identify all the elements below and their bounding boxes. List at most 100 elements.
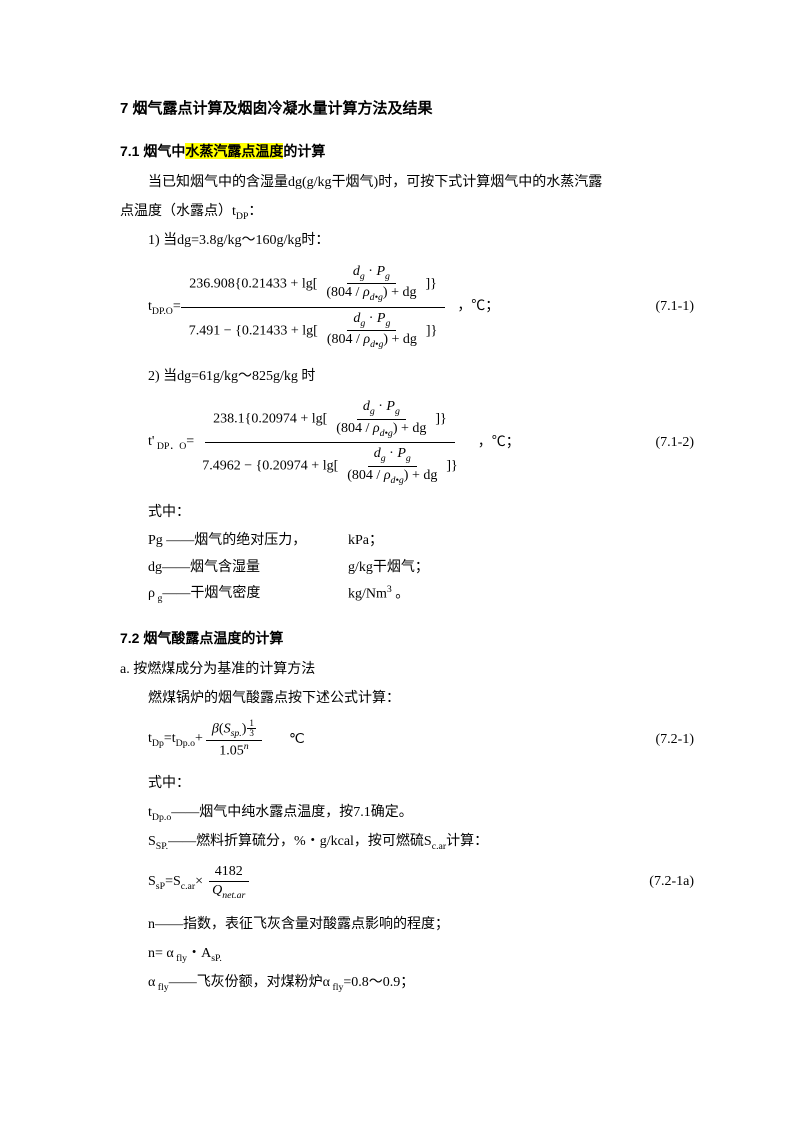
text: ) + dg <box>383 332 417 347</box>
text: ]} <box>426 323 437 338</box>
unit: ℃ <box>265 727 305 754</box>
subscript: Dp <box>152 738 164 749</box>
subscript: g <box>385 318 390 329</box>
lhs: t' DP．O= <box>148 429 194 456</box>
unit: ，℃； <box>466 430 520 457</box>
text: β <box>212 721 219 736</box>
text: P <box>376 264 385 279</box>
equation-body: tDP.O= 236.908{0.21433 + lg[ dg · Pg (80… <box>120 261 445 354</box>
text: ・A <box>187 946 211 961</box>
heading-suffix: 的计算 <box>283 143 325 159</box>
text: kg/Nm <box>348 587 387 602</box>
numerator: 4182 <box>209 863 249 882</box>
text: · <box>365 264 377 279</box>
text: n= α <box>148 946 174 961</box>
text: P <box>386 399 395 414</box>
text: ρ <box>384 468 391 483</box>
subscript: sP <box>156 881 165 892</box>
inner-num: dg · Pg <box>347 310 396 332</box>
subscript: DP．O <box>154 441 186 452</box>
text: 236.908{0.21433 + lg[ <box>189 276 317 291</box>
inner-den: (804 / ρd•g) + dg <box>341 467 443 488</box>
list-item-1: 1) 当dg=3.8g/kg～160g/kg时： <box>120 228 698 255</box>
definition-row: ρ g——干烟气密度 kg/Nm3 。 <box>148 581 698 608</box>
equation-7-2-1a: SsP=Sc.ar× 4182 Qnet.ar (7.2-1a) <box>120 863 698 903</box>
subscript: Dp.o <box>152 812 171 823</box>
inner-den: (804 / ρd•g) + dg <box>330 420 432 441</box>
term: Pg ——烟气的绝对压力， <box>148 528 348 555</box>
text: 238.1{0.20974 + lg[ <box>213 412 327 427</box>
text: (804 / <box>347 468 384 483</box>
inner-num: dg · Pg <box>347 263 396 285</box>
text: S <box>224 721 231 736</box>
equation-number: (7.2-1) <box>656 727 699 754</box>
paragraph: 当已知烟气中的含湿量dg(g/kg干烟气)时，可按下式计算烟气中的水蒸汽露 <box>120 170 698 197</box>
definition-row: Pg ——烟气的绝对压力， kPa； <box>148 528 698 555</box>
subscript: g <box>406 453 411 464</box>
equation-7-1-1: tDP.O= 236.908{0.21433 + lg[ dg · Pg (80… <box>120 261 698 354</box>
fraction: 4182 Qnet.ar <box>206 863 251 903</box>
inner-den: (804 / ρd•g) + dg <box>321 331 423 352</box>
text: =0.8～0.9； <box>343 975 414 990</box>
inner-fraction: dg · Pg (804 / ρd•g) + dg <box>341 445 443 487</box>
text: = <box>186 434 194 449</box>
exponent-fraction: 13 <box>247 719 256 738</box>
equation-number: (7.2-1a) <box>649 869 698 896</box>
where-label: 式中： <box>120 500 698 527</box>
text: × <box>195 874 203 889</box>
text: 。 <box>392 587 410 602</box>
text: · <box>375 399 387 414</box>
subscript: fly <box>155 982 168 993</box>
text: ——干烟气密度 <box>162 586 260 601</box>
text: d <box>353 264 360 279</box>
inner-fraction: dg · Pg (804 / ρd•g) + dg <box>330 398 432 440</box>
text: =t <box>164 731 176 746</box>
lhs: tDp=tDp.o+ <box>148 726 203 753</box>
text: ρ <box>373 421 380 436</box>
text: ——飞灰份额，对煤粉炉α <box>169 975 330 990</box>
document-page: 7 烟气露点计算及烟囱冷凝水量计算方法及结果 7.1 烟气中水蒸汽露点温度的计算… <box>0 0 793 1122</box>
text: S <box>148 834 156 849</box>
text: ) + dg <box>393 421 427 436</box>
equation-7-1-2: t' DP．O= 238.1{0.20974 + lg[ dg · Pg (80… <box>120 396 698 489</box>
subscript: g <box>395 406 400 417</box>
subscript: d•g <box>370 292 383 303</box>
numerator: β(Ssp.)13 <box>206 719 262 742</box>
subscript: g <box>385 270 390 281</box>
subscript: d•g <box>380 428 393 439</box>
definition-line: tDp.o——烟气中纯水露点温度，按7.1确定。 <box>120 800 698 827</box>
subscript: fly <box>174 953 187 964</box>
numerator: 238.1{0.20974 + lg[ dg · Pg (804 / ρd•g)… <box>205 396 455 443</box>
meaning: kPa； <box>348 528 383 555</box>
equation-number: (7.1-2) <box>656 430 699 457</box>
text: S <box>148 874 156 889</box>
text: ]} <box>425 276 436 291</box>
text: (804 / <box>326 285 363 300</box>
text: ) + dg <box>404 468 438 483</box>
text: 点温度（水露点）t <box>120 204 236 219</box>
definition-line: SSP.——燃料折算硫分，%・g/kcal，按可燃硫Sc.ar计算： <box>120 829 698 856</box>
definition-line: n= α fly・AsP. <box>120 941 698 968</box>
subscript: d•g <box>370 339 383 350</box>
fraction: 236.908{0.21433 + lg[ dg · Pg (804 / ρd•… <box>181 261 446 354</box>
fraction: β(Ssp.)13 1.05n <box>206 719 262 762</box>
denominator: 7.491 − {0.21433 + lg[ dg · Pg (804 / ρd… <box>181 308 446 354</box>
superscript: n <box>244 741 249 752</box>
list-item-2: 2) 当dg=61g/kg～825g/kg 时 <box>120 364 698 391</box>
paragraph: 点温度（水露点）tDP： <box>120 199 698 226</box>
term: dg——烟气含湿量 <box>148 555 348 582</box>
denominator: 7.4962 − {0.20974 + lg[ dg · Pg (804 / ρ… <box>194 443 466 489</box>
text: ρ <box>363 285 370 300</box>
inner-den: (804 / ρd•g) + dg <box>320 284 422 305</box>
inner-fraction: dg · Pg (804 / ρd•g) + dg <box>320 263 422 305</box>
text: ——烟气中纯水露点温度，按7.1确定。 <box>171 805 413 820</box>
text: P <box>397 446 406 461</box>
meaning: kg/Nm3 。 <box>348 581 409 608</box>
text: ——燃料折算硫分，%・g/kcal，按可燃硫S <box>168 834 432 849</box>
term: ρ g——干烟气密度 <box>148 581 348 608</box>
equation-body: tDp=tDp.o+ β(Ssp.)13 1.05n ℃ <box>120 719 305 762</box>
definition-row: dg——烟气含湿量 g/kg干烟气； <box>148 555 698 582</box>
text: (804 / <box>336 421 373 436</box>
denominator: 1.05n <box>213 741 254 761</box>
subscript: d•g <box>391 475 404 486</box>
